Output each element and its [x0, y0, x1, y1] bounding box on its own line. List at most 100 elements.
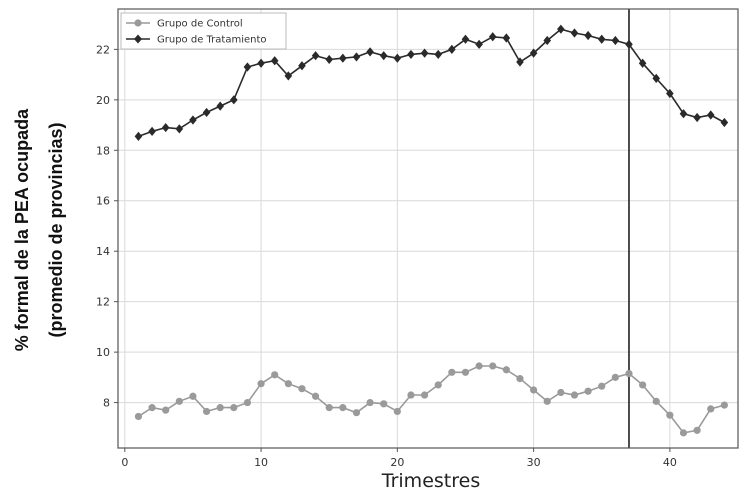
legend-marker-control	[134, 19, 142, 27]
y-tick-label: 14	[96, 245, 110, 258]
data-point	[557, 24, 565, 34]
data-point	[230, 404, 238, 412]
data-point	[693, 112, 701, 123]
data-point	[475, 39, 483, 49]
data-point	[380, 400, 388, 408]
data-point	[434, 381, 442, 389]
data-point	[161, 122, 170, 133]
data-point	[202, 407, 211, 416]
data-point	[530, 386, 538, 394]
data-point	[461, 368, 470, 376]
y-axis-label-line-2: (promedio de provincias)	[46, 122, 66, 337]
data-point	[352, 52, 361, 62]
data-point	[611, 373, 619, 381]
data-point	[284, 71, 293, 81]
data-point	[243, 398, 252, 407]
data-point	[379, 51, 388, 61]
data-point	[448, 44, 456, 54]
data-point	[679, 429, 688, 437]
x-tick-label: 10	[254, 456, 268, 469]
data-point	[393, 407, 401, 416]
data-point	[598, 382, 606, 390]
x-tick-label: 0	[121, 456, 128, 469]
y-axis-label-line-1: % formal de la PEA ocupada	[12, 108, 32, 351]
y-tick-label: 22	[96, 43, 110, 56]
data-point	[325, 54, 334, 65]
data-point	[407, 49, 415, 60]
x-axis-label: Trimestres	[381, 470, 480, 492]
legend-box	[120, 12, 287, 50]
data-point	[420, 48, 429, 58]
data-point	[625, 39, 633, 49]
y-axis-label: % formal de la PEA ocupada (promedio de …	[12, 108, 66, 351]
data-point	[339, 404, 347, 412]
data-point	[189, 115, 197, 125]
data-point	[148, 126, 156, 136]
data-point	[448, 368, 456, 376]
data-point	[570, 391, 579, 399]
data-point	[270, 56, 279, 66]
data-point	[189, 392, 197, 400]
data-point	[148, 404, 156, 412]
legend-label-treatment: Grupo de Tratamiento	[157, 35, 267, 46]
data-point	[325, 404, 333, 412]
data-point	[707, 405, 715, 413]
data-point	[597, 34, 606, 44]
data-point	[693, 426, 701, 434]
data-point	[584, 30, 592, 41]
data-point	[134, 131, 143, 142]
y-tick-label: 8	[103, 397, 110, 410]
series-treatment	[134, 24, 729, 142]
data-point	[706, 110, 715, 120]
data-point	[502, 366, 510, 374]
plot-frame	[117, 8, 739, 449]
series-control	[134, 362, 728, 437]
data-point	[298, 385, 306, 393]
data-point	[257, 58, 265, 68]
data-point	[243, 62, 252, 72]
data-point	[461, 34, 470, 44]
data-point	[216, 404, 224, 412]
data-point	[175, 397, 183, 405]
data-point	[639, 381, 647, 389]
data-point	[216, 101, 224, 111]
legend-marker-treatment	[134, 34, 142, 44]
data-point	[584, 387, 592, 395]
data-point	[352, 409, 361, 417]
data-point	[284, 380, 292, 388]
data-point	[311, 51, 320, 61]
data-point	[625, 369, 633, 378]
data-point	[257, 380, 265, 388]
data-point	[393, 53, 402, 63]
data-point	[488, 32, 497, 42]
data-point	[202, 107, 211, 118]
x-tick-label: 40	[663, 456, 677, 469]
legend-label-control: Grupo de Control	[157, 19, 243, 30]
data-point	[652, 397, 660, 405]
data-point	[543, 35, 552, 46]
data-point	[557, 388, 565, 397]
data-point	[271, 371, 279, 379]
series-line	[137, 365, 725, 434]
y-tick-label: 20	[96, 94, 110, 107]
data-point	[366, 398, 374, 407]
data-point	[720, 401, 728, 409]
data-point	[666, 411, 674, 419]
y-tick-label: 18	[96, 144, 110, 157]
data-point	[311, 392, 320, 400]
data-point	[720, 117, 729, 128]
x-tick-labels: 0 10 20 30 40	[121, 448, 677, 469]
data-point	[529, 48, 538, 58]
y-tick-label: 10	[96, 346, 110, 359]
data-point	[666, 88, 674, 99]
y-tick-label: 12	[96, 296, 110, 309]
data-point	[420, 391, 429, 399]
data-point	[516, 57, 524, 67]
data-point	[570, 28, 579, 38]
data-point	[134, 412, 143, 421]
data-point	[407, 391, 415, 399]
data-point	[162, 406, 170, 414]
data-point	[543, 397, 551, 405]
y-tick-label: 16	[96, 195, 110, 208]
